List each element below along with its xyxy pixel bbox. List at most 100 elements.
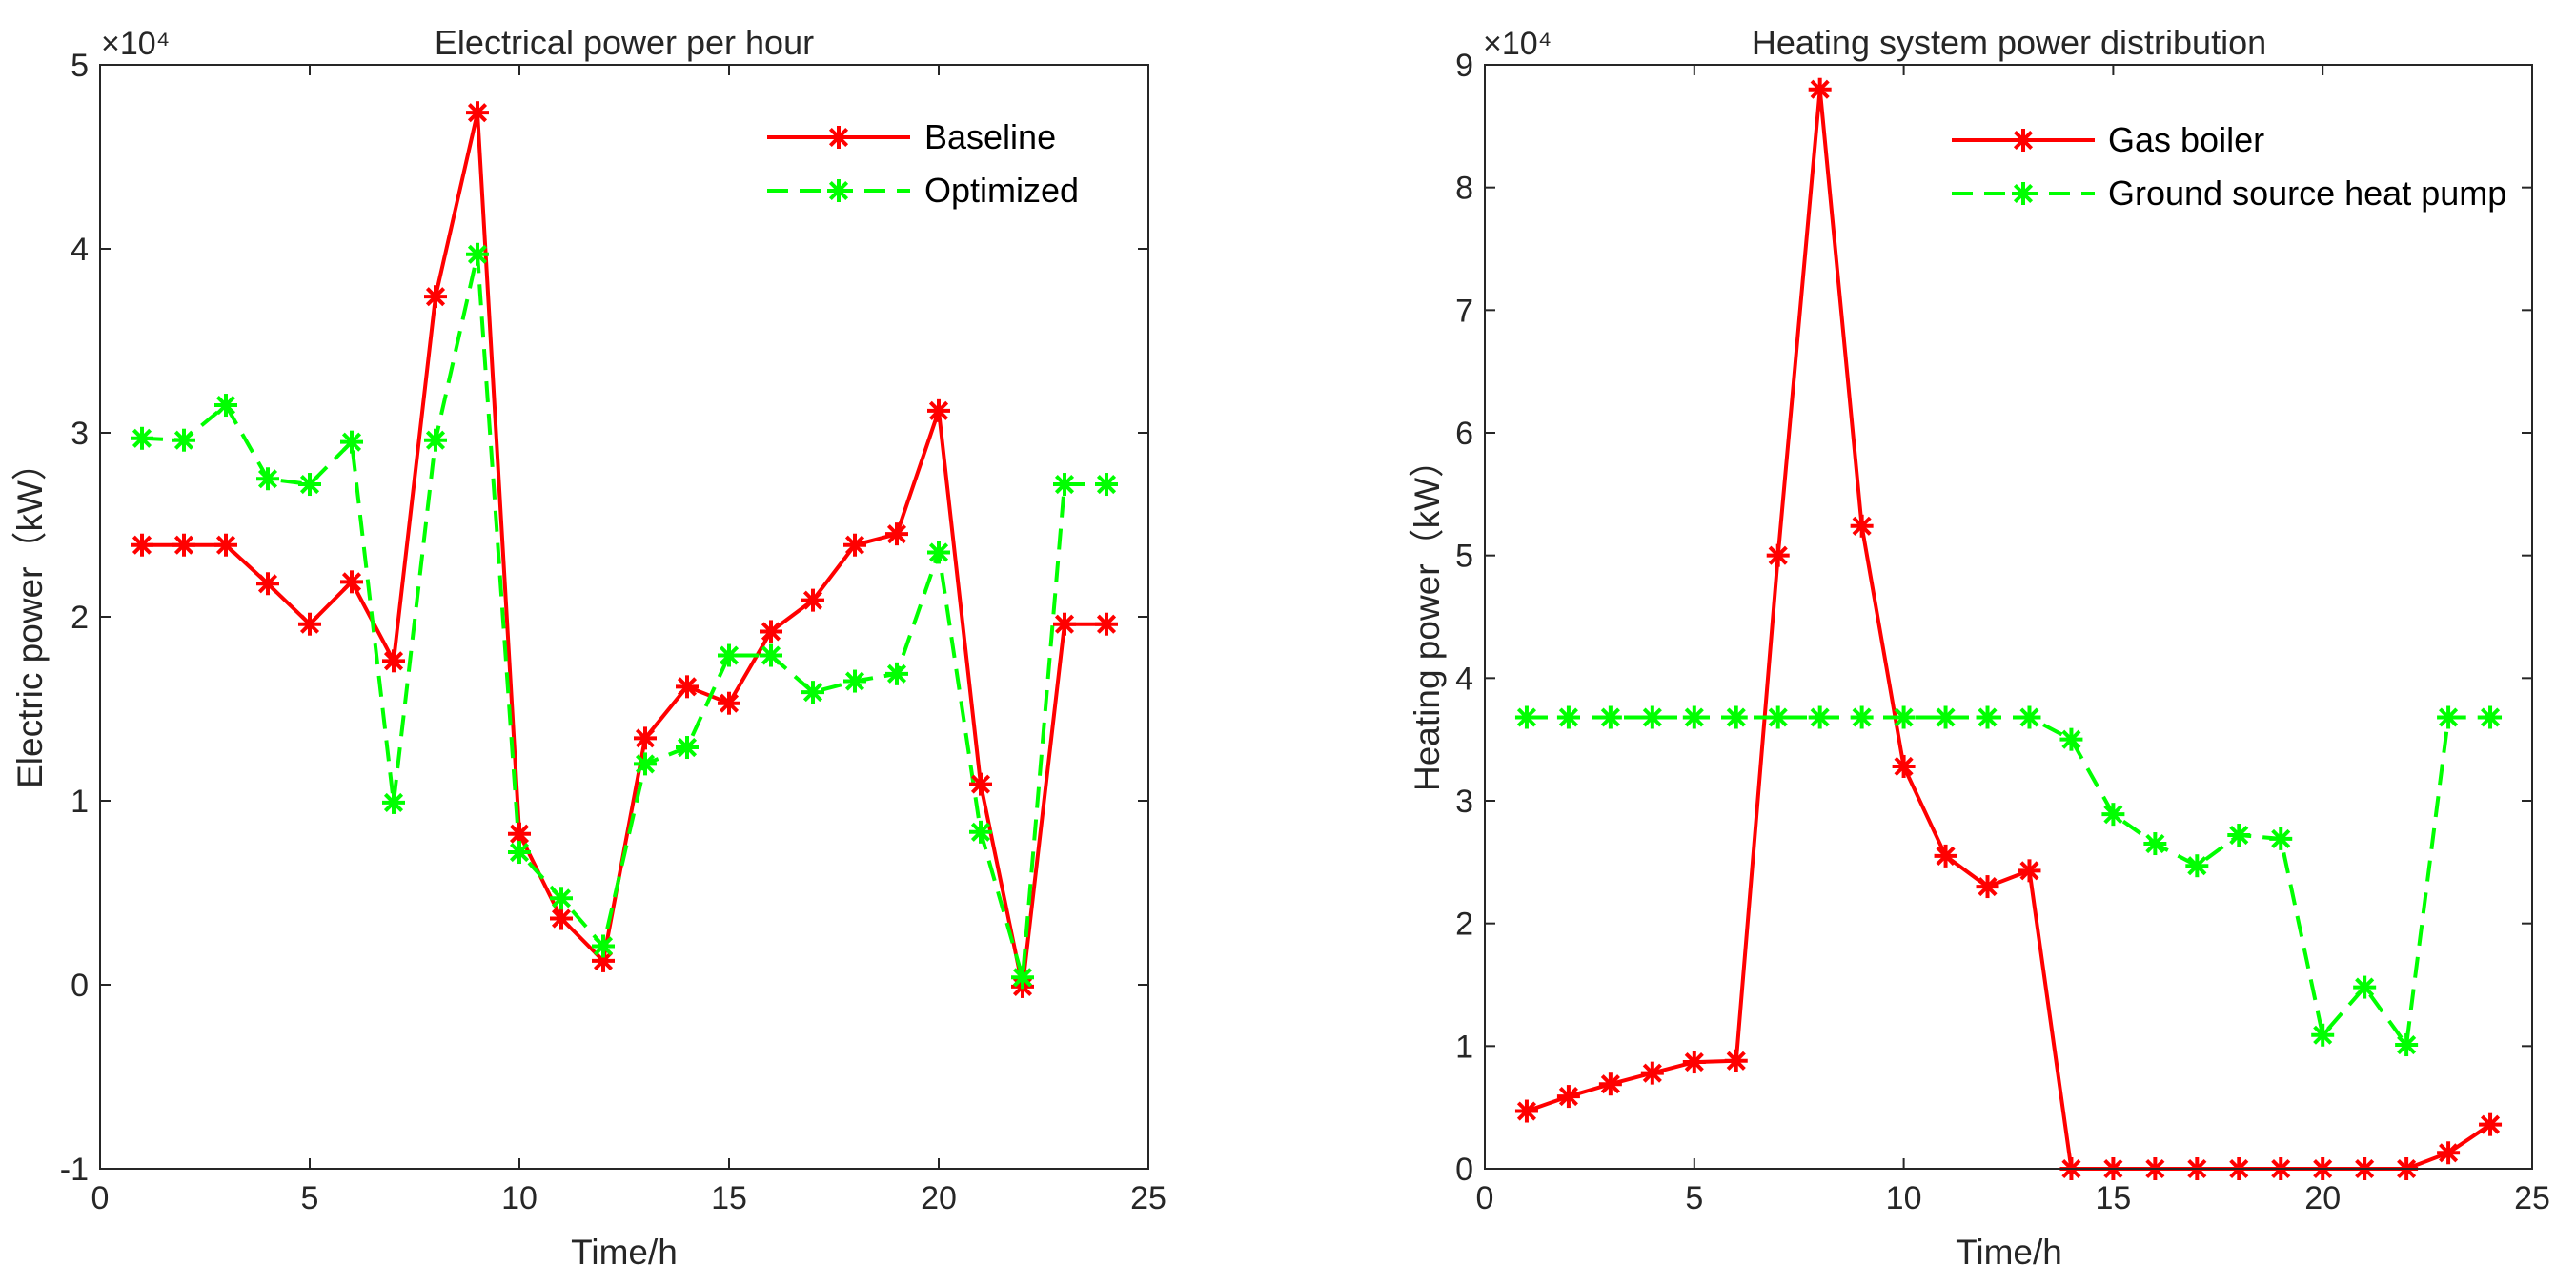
data-point-marker [382, 790, 405, 814]
series-lines [1526, 87, 2492, 1171]
data-point-marker [969, 772, 992, 796]
data-point-marker [885, 662, 908, 685]
data-point-marker [1640, 1061, 1664, 1085]
data-point-marker [718, 691, 740, 715]
y-axis-label: Electric power（kW） [10, 445, 50, 788]
data-point-marker [1514, 1099, 1538, 1123]
legend: Baseline Optimized [767, 117, 1079, 210]
y-exponent-label: ×10⁴ [1483, 26, 1552, 62]
series-line [141, 252, 1106, 980]
y-tick-label: 4 [1455, 661, 1473, 697]
data-point-marker [2185, 854, 2209, 878]
data-point-marker [2437, 1141, 2461, 1165]
y-tick-label: 5 [71, 48, 89, 84]
data-point-marker [298, 473, 321, 497]
data-point-marker [676, 675, 699, 699]
y-tick-label: 1 [1455, 1029, 1473, 1065]
data-point-marker [2012, 129, 2035, 152]
y-tick-label: 8 [1455, 171, 1473, 207]
series-markers [131, 101, 1118, 998]
legend-label: Gas boiler [2108, 120, 2264, 159]
legend-label: Ground source heat pump [2108, 174, 2506, 213]
data-point-marker [827, 179, 850, 202]
chart-title: Electrical power per hour [435, 23, 814, 62]
chart-heating: Heating system power distribution ×10⁴ 0… [1408, 23, 2550, 1272]
tick-labels: 0 5 10 15 20 25 0 1 2 3 4 5 6 7 8 9 [1455, 48, 2550, 1216]
y-tick-label: 2 [1455, 907, 1473, 943]
data-point-marker [2101, 803, 2125, 827]
data-point-marker [592, 934, 615, 958]
data-point-marker [1766, 705, 1790, 729]
x-tick-label: 0 [1476, 1180, 1494, 1216]
data-point-marker [424, 428, 447, 452]
x-tick-label: 25 [1130, 1180, 1166, 1216]
data-point-marker [214, 394, 237, 418]
legend-label: Optimized [924, 171, 1079, 210]
data-point-marker [1095, 473, 1118, 497]
x-tick-label: 25 [2514, 1180, 2550, 1216]
series-line [1526, 87, 2492, 1171]
data-point-marker [2018, 705, 2041, 729]
data-point-marker [2395, 1033, 2419, 1057]
data-point-marker [969, 820, 992, 844]
data-point-marker [466, 101, 489, 125]
data-point-marker [1053, 612, 1076, 636]
data-point-marker [718, 643, 740, 667]
data-point-marker [634, 752, 657, 776]
data-point-marker [634, 726, 657, 750]
chart-electrical: Electrical power per hour ×10⁴ 0 5 10 15 20 2… [10, 23, 1166, 1272]
plot-frame [1484, 64, 2533, 1170]
data-point-marker [340, 570, 363, 594]
data-point-marker [2479, 705, 2503, 729]
data-point-marker [298, 612, 321, 636]
axis-ticks [99, 64, 1149, 1170]
data-point-marker [1892, 705, 1916, 729]
data-point-marker [801, 681, 824, 704]
x-tick-label: 15 [711, 1180, 747, 1216]
series-lines [141, 111, 1106, 989]
y-axis-label: Heating power（kW） [1408, 442, 1447, 791]
data-point-marker [1808, 77, 1832, 101]
data-point-marker [927, 541, 950, 564]
data-point-marker [131, 426, 153, 450]
y-tick-label: 2 [71, 600, 89, 636]
data-point-marker [1724, 1049, 1748, 1072]
data-point-marker [508, 841, 531, 865]
y-tick-label: 5 [1455, 539, 1473, 575]
y-tick-label: 6 [1455, 416, 1473, 452]
y-tick-label: 3 [1455, 784, 1473, 820]
data-point-marker [172, 533, 195, 557]
data-point-marker [1976, 705, 1999, 729]
data-point-marker [1095, 612, 1118, 636]
y-tick-label: 3 [71, 416, 89, 452]
chart-title: Heating system power distribution [1752, 23, 2266, 62]
data-point-marker [172, 428, 195, 452]
x-tick-label: 10 [501, 1180, 538, 1216]
data-point-marker [2353, 975, 2377, 999]
data-point-marker [760, 643, 782, 667]
data-point-marker [1682, 1051, 1706, 1074]
data-point-marker [1053, 473, 1076, 497]
data-point-marker [550, 887, 573, 910]
y-tick-label: -1 [60, 1152, 89, 1188]
x-tick-label: 20 [2304, 1180, 2341, 1216]
x-tick-label: 5 [301, 1180, 319, 1216]
data-point-marker [1011, 966, 1034, 990]
data-point-marker [885, 522, 908, 546]
y-tick-label: 9 [1455, 48, 1473, 84]
data-point-marker [1976, 875, 1999, 899]
data-point-marker [1598, 705, 1622, 729]
series-line [1527, 715, 2490, 1047]
y-tick-label: 7 [1455, 293, 1473, 329]
data-point-marker [2059, 727, 2083, 751]
data-point-marker [2012, 182, 2035, 205]
y-tick-label: 0 [1455, 1152, 1473, 1188]
series-markers [1514, 77, 2503, 1180]
data-point-marker [2437, 705, 2461, 729]
x-tick-label: 15 [2095, 1180, 2131, 1216]
data-point-marker [466, 242, 489, 266]
data-point-marker [927, 398, 950, 422]
data-point-marker [1766, 543, 1790, 567]
legend: Gas boiler Ground source heat pump [1952, 120, 2506, 213]
